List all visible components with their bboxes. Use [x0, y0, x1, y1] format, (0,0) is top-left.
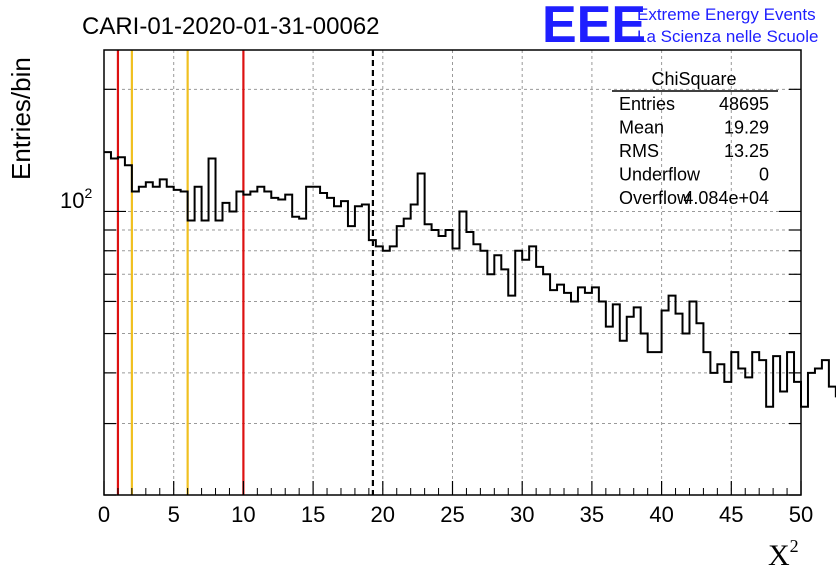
x-tick-label: 50 [789, 502, 813, 527]
stats-rows: Entries 48695 Mean 19.29 RMS 13.25 Underflow 0 O… [619, 94, 769, 208]
stats-row-label: Mean [619, 118, 664, 138]
x-tick-label: 15 [301, 502, 325, 527]
stats-box: ChiSquare Entries 48695 Mean 19.29 RMS 13.25 U… [612, 69, 778, 208]
logo-mark: EEE [542, 0, 646, 54]
stats-row-value: 0 [759, 165, 769, 185]
stats-row-value: 4.084e+04 [683, 188, 769, 208]
vertical-markers [116, 50, 375, 495]
x-tick-label: 20 [371, 502, 395, 527]
eee-logo: EEE Extreme Energy Events La Scienza nel… [542, 0, 818, 54]
axis-ticks [103, 88, 802, 496]
x-tick-label: 45 [719, 502, 743, 527]
x-tick-label: 5 [168, 502, 180, 527]
logo-line-1: Extreme Energy Events [637, 5, 816, 24]
x-tick-labels: 0 5 10 15 20 25 30 35 40 45 50 [98, 502, 813, 527]
chart-title: CARI-01-2020-01-31-00062 [82, 13, 380, 40]
y-tick-base: 10 [60, 188, 84, 213]
histogram-line [104, 151, 836, 408]
stats-row-label: RMS [619, 141, 659, 161]
x-axis-label: X2 [768, 536, 799, 572]
stats-row-label: Underflow [619, 165, 701, 185]
grid [104, 50, 801, 495]
stats-row-value: 19.29 [724, 118, 769, 138]
x-tick-label: 0 [98, 502, 110, 527]
stats-row-value: 13.25 [724, 141, 769, 161]
stats-row-label: Overflow [619, 188, 691, 208]
logo-line-2: La Scienza nelle Scuole [637, 27, 818, 46]
x-axis-label-base: X [768, 539, 790, 572]
y-tick-label: 102 [60, 185, 92, 213]
stats-row-label: Entries [619, 94, 675, 114]
x-tick-label: 40 [649, 502, 673, 527]
x-tick-label: 10 [231, 502, 255, 527]
x-tick-label: 30 [510, 502, 534, 527]
y-axis-label: Entries/bin [6, 57, 36, 180]
stats-row-value: 48695 [719, 94, 769, 114]
x-tick-label: 35 [580, 502, 604, 527]
x-axis-label-exponent: 2 [790, 536, 799, 556]
x-tick-label: 25 [440, 502, 464, 527]
y-tick-exponent: 2 [84, 185, 92, 201]
stats-title: ChiSquare [651, 69, 736, 89]
